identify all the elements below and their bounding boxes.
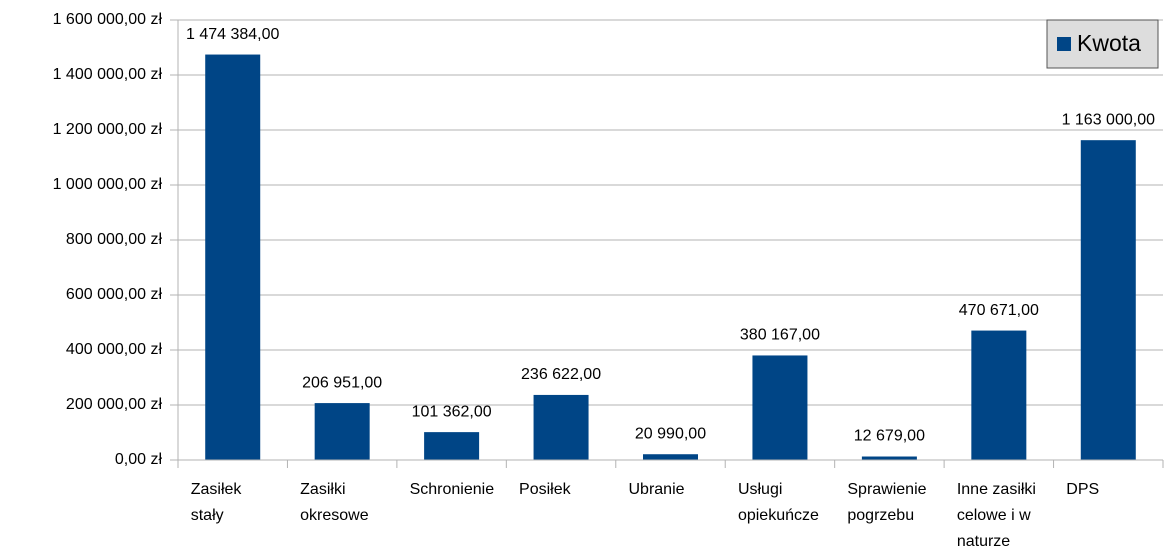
bar	[971, 330, 1027, 460]
bar	[752, 355, 808, 460]
bar	[314, 403, 370, 460]
y-tick-label: 600 000,00 zł	[66, 286, 163, 303]
bar	[643, 454, 698, 460]
bar	[1080, 140, 1136, 461]
data-label: 1 474 384,00	[186, 26, 280, 43]
x-tick-label: Posiłek	[519, 481, 572, 498]
y-tick-label: 200 000,00 zł	[66, 396, 163, 413]
y-tick-label: 1 000 000,00 zł	[53, 176, 163, 193]
x-tick-label: Sprawienie pogrzebu	[847, 481, 931, 524]
legend-label: Kwota	[1077, 30, 1141, 56]
bar	[205, 54, 261, 460]
data-label: 1 163 000,00	[1062, 111, 1156, 128]
x-tick-label: Zasiłki okresowe	[300, 481, 369, 524]
data-label: 236 622,00	[521, 366, 601, 383]
y-tick-label: 400 000,00 zł	[66, 341, 163, 358]
x-tick-label: Inne zasiłki celowe i w naturze	[957, 481, 1041, 547]
data-label: 12 679,00	[854, 428, 925, 445]
bar	[424, 432, 480, 460]
y-tick-label: 1 200 000,00 zł	[53, 121, 163, 138]
y-tick-label: 1 400 000,00 zł	[53, 66, 163, 83]
data-label: 380 167,00	[740, 327, 820, 344]
bar	[533, 394, 589, 460]
data-label: 206 951,00	[302, 374, 382, 391]
x-tick-label: Schronienie	[410, 481, 495, 498]
x-tick-label: Zasiłek stały	[191, 481, 246, 524]
y-tick-label: 800 000,00 zł	[66, 231, 163, 248]
data-label: 20 990,00	[635, 425, 706, 442]
bar	[861, 456, 917, 460]
legend-swatch	[1057, 37, 1071, 51]
x-tick-label: Usługi opiekuńcze	[738, 481, 819, 524]
data-label: 101 362,00	[412, 403, 492, 420]
y-tick-label: 1 600 000,00 zł	[53, 11, 163, 28]
x-tick-label: Ubranie	[629, 481, 685, 498]
y-tick-label: 0,00 zł	[115, 451, 163, 468]
x-tick-label: DPS	[1066, 481, 1099, 498]
data-label: 470 671,00	[959, 302, 1039, 319]
